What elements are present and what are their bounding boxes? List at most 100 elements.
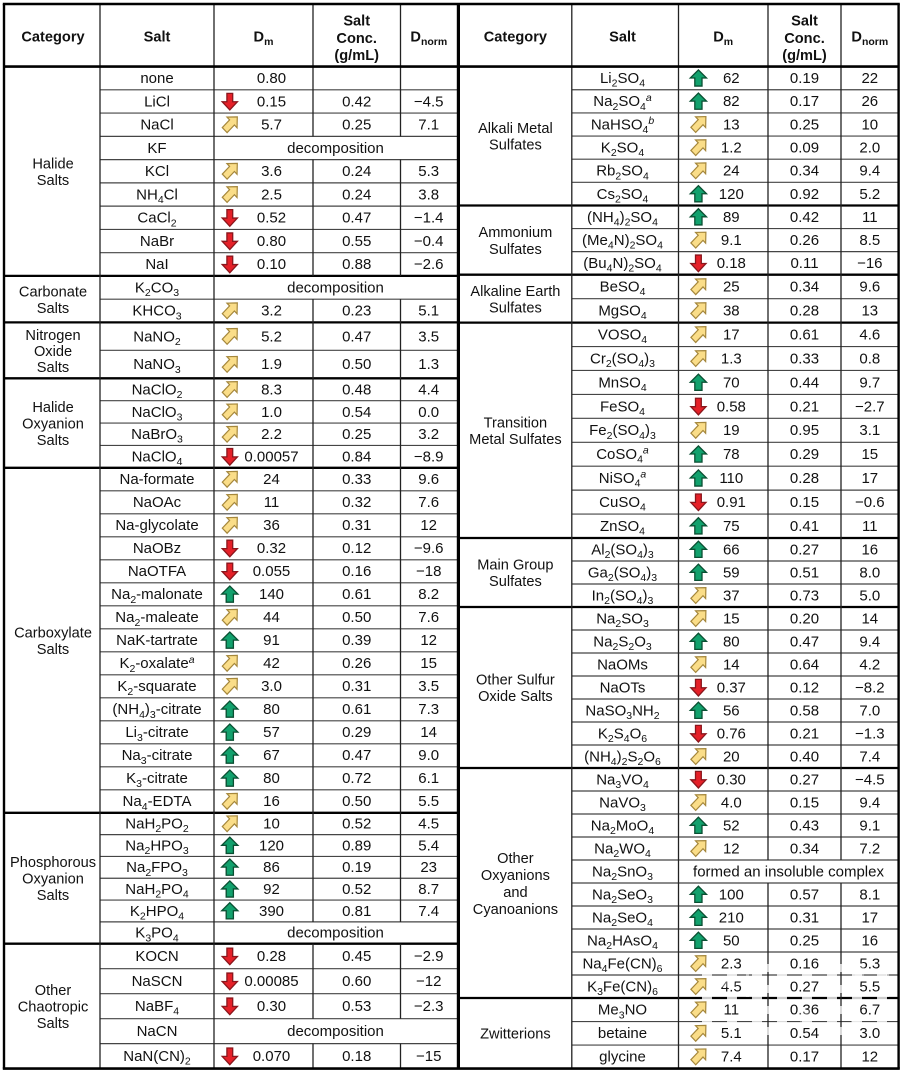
svg-text:0.32: 0.32 (257, 540, 286, 557)
svg-text:KOCN: KOCN (135, 948, 178, 965)
svg-text:0.47: 0.47 (342, 210, 371, 227)
svg-text:0.33: 0.33 (342, 471, 371, 488)
svg-text:Carboxylate: Carboxylate (14, 625, 92, 641)
svg-text:17: 17 (861, 470, 878, 487)
svg-text:Other Sulfur: Other Sulfur (476, 673, 555, 689)
svg-text:19: 19 (723, 422, 740, 439)
svg-text:Me3NO: Me3NO (598, 1002, 647, 1022)
svg-text:0.50: 0.50 (342, 609, 371, 626)
svg-text:Na2SeO4: Na2SeO4 (592, 909, 653, 929)
svg-text:12: 12 (420, 517, 437, 534)
svg-text:0.43: 0.43 (790, 817, 819, 834)
svg-text:2.0: 2.0 (859, 140, 880, 157)
svg-text:Na2FPO3: Na2FPO3 (126, 859, 188, 879)
svg-text:3.2: 3.2 (261, 303, 282, 320)
svg-text:−1.3: −1.3 (855, 725, 885, 742)
svg-text:9.6: 9.6 (418, 471, 439, 488)
svg-text:Na2HPO3: Na2HPO3 (125, 837, 189, 857)
svg-text:0.42: 0.42 (790, 209, 819, 226)
svg-text:NaHSO4b: NaHSO4b (591, 115, 655, 136)
svg-text:0.61: 0.61 (342, 701, 371, 718)
svg-text:0.44: 0.44 (790, 374, 819, 391)
svg-text:0.31: 0.31 (342, 517, 371, 534)
svg-text:0.12: 0.12 (790, 679, 819, 696)
svg-text:3.8: 3.8 (418, 186, 439, 203)
svg-text:0.15: 0.15 (790, 794, 819, 811)
svg-text:LiCl: LiCl (144, 93, 170, 110)
svg-text:0.58: 0.58 (717, 398, 746, 415)
svg-text:NaH2PO4: NaH2PO4 (125, 881, 189, 901)
svg-text:75: 75 (723, 518, 740, 535)
svg-text:NaSO3NH2: NaSO3NH2 (585, 702, 659, 722)
svg-text:−0.4: −0.4 (414, 233, 444, 250)
svg-text:NaCl: NaCl (140, 117, 173, 134)
svg-text:82: 82 (723, 93, 740, 110)
svg-text:5.5: 5.5 (418, 793, 439, 810)
svg-text:12: 12 (420, 632, 437, 649)
svg-text:0.31: 0.31 (790, 909, 819, 926)
svg-text:KCl: KCl (145, 163, 169, 180)
svg-text:0.29: 0.29 (790, 446, 819, 463)
svg-text:0.50: 0.50 (342, 793, 371, 810)
svg-text:56: 56 (723, 702, 740, 719)
svg-text:5.2: 5.2 (859, 186, 880, 203)
svg-text:0.28: 0.28 (790, 303, 819, 320)
svg-text:3.0: 3.0 (859, 1025, 880, 1042)
svg-text:Salt: Salt (343, 14, 370, 30)
svg-text:0.52: 0.52 (342, 881, 371, 898)
svg-text:Nitrogen: Nitrogen (25, 328, 80, 344)
svg-text:BeSO4: BeSO4 (600, 279, 646, 299)
svg-text:24: 24 (723, 163, 740, 180)
svg-text:(Bu4N)2SO4: (Bu4N)2SO4 (583, 255, 662, 275)
svg-text:FeSO4: FeSO4 (600, 398, 645, 418)
svg-text:0.27: 0.27 (790, 978, 819, 995)
svg-text:(g/mL): (g/mL) (334, 48, 379, 64)
svg-text:0.73: 0.73 (790, 587, 819, 604)
svg-text:4.6: 4.6 (859, 327, 880, 344)
svg-text:Alkaline Earth: Alkaline Earth (470, 284, 560, 300)
svg-text:−4.5: −4.5 (855, 771, 885, 788)
svg-text:78: 78 (723, 446, 740, 463)
svg-text:Sulfates: Sulfates (489, 242, 542, 258)
svg-text:0.20: 0.20 (790, 610, 819, 627)
svg-text:−2.7: −2.7 (855, 398, 885, 415)
svg-text:4.5: 4.5 (418, 816, 439, 833)
svg-text:NaVO3: NaVO3 (599, 794, 646, 814)
svg-text:0.17: 0.17 (790, 93, 819, 110)
svg-text:NaOTFA: NaOTFA (128, 563, 186, 580)
svg-text:12: 12 (861, 1049, 878, 1066)
svg-text:−16: −16 (857, 255, 882, 272)
svg-text:0.47: 0.47 (790, 633, 819, 650)
svg-text:0.80: 0.80 (257, 70, 286, 87)
svg-text:Na2MoO4: Na2MoO4 (591, 817, 655, 837)
svg-text:0.18: 0.18 (342, 1048, 371, 1065)
svg-text:0.91: 0.91 (717, 494, 746, 511)
svg-text:0.055: 0.055 (253, 563, 291, 580)
svg-text:9.0: 9.0 (418, 747, 439, 764)
svg-text:K2-squarate: K2-squarate (117, 678, 196, 698)
svg-text:4.4: 4.4 (418, 381, 439, 398)
svg-text:0.33: 0.33 (790, 350, 819, 367)
svg-text:NaOMs: NaOMs (597, 656, 648, 673)
svg-text:0.45: 0.45 (342, 948, 371, 965)
svg-text:Rb2SO4: Rb2SO4 (596, 163, 649, 183)
svg-text:0.18: 0.18 (717, 255, 746, 272)
svg-text:120: 120 (719, 186, 744, 203)
svg-text:0.39: 0.39 (342, 632, 371, 649)
svg-text:NaOBz: NaOBz (133, 540, 181, 557)
svg-text:−18: −18 (416, 563, 441, 580)
svg-text:9.4: 9.4 (859, 633, 880, 650)
svg-text:K3-citrate: K3-citrate (126, 770, 188, 790)
svg-text:0.12: 0.12 (342, 540, 371, 557)
svg-text:2.2: 2.2 (261, 426, 282, 443)
svg-text:20: 20 (723, 748, 740, 765)
svg-text:K2S4O6: K2S4O6 (598, 725, 647, 745)
svg-text:0.81: 0.81 (342, 903, 371, 920)
svg-text:−4.5: −4.5 (414, 93, 444, 110)
svg-text:50: 50 (723, 932, 740, 949)
svg-text:0.16: 0.16 (790, 955, 819, 972)
svg-text:0.11: 0.11 (790, 255, 818, 272)
svg-text:NaH2PO2: NaH2PO2 (125, 816, 189, 836)
svg-text:52: 52 (723, 817, 740, 834)
svg-text:0.19: 0.19 (342, 859, 371, 876)
